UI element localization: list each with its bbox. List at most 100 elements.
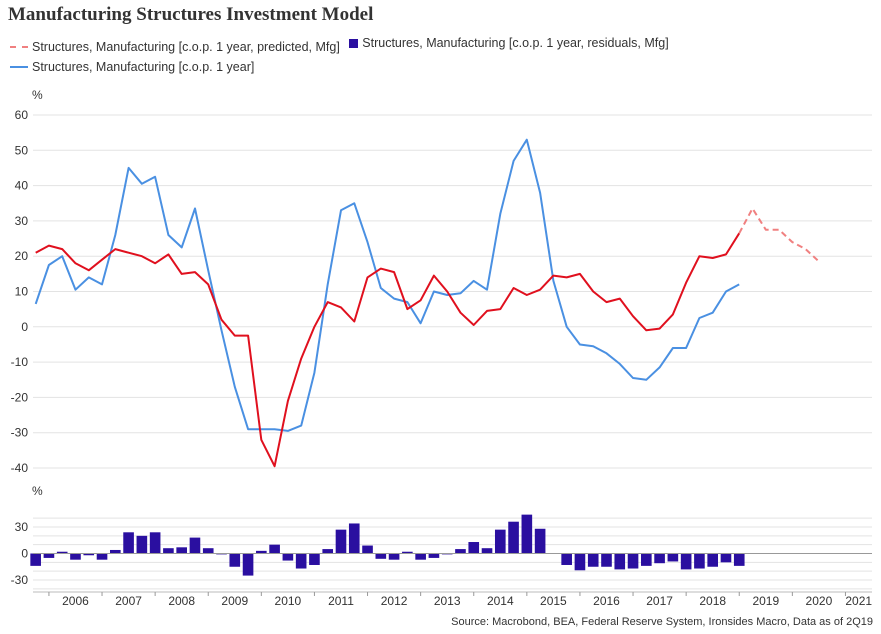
x-tick-label: 2018 [699, 594, 726, 608]
residual-bar [269, 544, 280, 554]
residual-bar [123, 532, 134, 554]
x-tick-label: 2007 [115, 594, 142, 608]
residual-bar [680, 553, 692, 570]
x-tick-label: 2008 [168, 594, 195, 608]
y-tick-label: 0 [21, 320, 28, 334]
residual-bar [468, 542, 480, 554]
residual-bar [428, 553, 440, 558]
residual-bar [189, 537, 201, 554]
residual-bar [322, 549, 334, 554]
x-tick-label: 2013 [434, 594, 461, 608]
residual-bar [136, 535, 148, 554]
x-tick-label: 2021 [845, 594, 872, 608]
y-tick-label: 60 [15, 108, 29, 122]
legend-label-predicted: Structures, Manufacturing [c.o.p. 1 year… [32, 39, 340, 54]
x-tick-label: 2015 [540, 594, 567, 608]
residual-bar [348, 523, 360, 554]
residual-bar [508, 521, 519, 554]
top-y-unit: % [32, 88, 43, 102]
legend-item-actual[interactable]: Structures, Manufacturing [c.o.p. 1 year… [10, 60, 254, 74]
residual-bar [282, 553, 294, 561]
residual-bar [402, 551, 413, 554]
residual-bar [96, 553, 108, 560]
residual-bar [83, 553, 95, 556]
residual-bar [109, 549, 121, 554]
residual-bar [229, 553, 241, 567]
residual-bar [242, 553, 254, 576]
x-tick-label: 2016 [593, 594, 620, 608]
x-tick-label: 2019 [752, 594, 779, 608]
y-tick-label: 30 [15, 520, 29, 534]
x-tick-label: 2017 [646, 594, 673, 608]
y-tick-label: 40 [15, 179, 29, 193]
source-note: Source: Macrobond, BEA, Federal Reserve … [451, 616, 873, 628]
legend-row-2: Structures, Manufacturing [c.o.p. 1 year… [10, 57, 260, 74]
legend-swatch-predicted [10, 45, 28, 48]
legend-swatch-residuals [349, 38, 359, 48]
residual-bar [521, 514, 533, 554]
legend-row-1: Structures, Manufacturing [c.o.p. 1 year… [10, 36, 675, 54]
y-tick-label: -40 [11, 461, 29, 475]
y-tick-label: 0 [21, 547, 28, 561]
x-tick-label: 2006 [62, 594, 89, 608]
series-line-predicted-forecast [738, 207, 820, 263]
residual-bar [494, 529, 506, 554]
residual-bar [455, 549, 466, 554]
series-line-actual [34, 138, 740, 432]
residual-bar [694, 553, 705, 569]
residual-bar [30, 553, 41, 566]
residual-bar [627, 553, 639, 569]
residual-bar [561, 553, 572, 565]
y-tick-label: 20 [15, 249, 29, 263]
residual-bar [481, 548, 493, 554]
residual-bar [56, 551, 68, 554]
residual-bar [176, 547, 187, 554]
y-tick-label: 30 [15, 214, 29, 228]
x-tick-label: 2014 [487, 594, 514, 608]
residual-bar [654, 553, 665, 564]
legend-swatch-actual [10, 66, 28, 68]
x-tick-label: 2010 [275, 594, 302, 608]
residual-bar [388, 553, 400, 560]
x-tick-label: 2012 [381, 594, 408, 608]
bottom-y-unit: % [32, 484, 43, 498]
residual-bar [614, 553, 626, 570]
residual-bar [375, 553, 387, 559]
legend-item-residuals[interactable]: Structures, Manufacturing [c.o.p. 1 year… [349, 36, 669, 50]
residual-bar [362, 545, 373, 554]
chart-title: Manufacturing Structures Investment Mode… [8, 4, 374, 25]
residual-bar [295, 553, 307, 569]
residual-bar [149, 532, 161, 554]
residual-bar [415, 553, 426, 560]
residual-bar [587, 553, 599, 567]
y-tick-label: -20 [11, 390, 29, 404]
y-tick-label: -30 [11, 573, 29, 587]
x-tick-label: 2009 [221, 594, 248, 608]
series-line-predicted [35, 232, 741, 468]
x-tick-label: 2020 [806, 594, 833, 608]
residual-bar [667, 553, 679, 562]
residual-bar [601, 553, 612, 567]
legend-item-predicted[interactable]: Structures, Manufacturing [c.o.p. 1 year… [10, 40, 340, 54]
residual-bar [733, 553, 745, 566]
residual-bar [202, 548, 214, 554]
residual-bar [70, 553, 81, 560]
y-tick-label: 10 [15, 285, 29, 299]
residual-bar [574, 553, 586, 571]
residual-bar [163, 548, 174, 554]
residual-bar [534, 528, 546, 554]
legend-label-residuals: Structures, Manufacturing [c.o.p. 1 year… [362, 36, 669, 50]
x-tick-label: 2011 [328, 594, 354, 608]
residual-bar [641, 553, 652, 566]
y-tick-label: 50 [15, 143, 29, 157]
y-tick-label: -10 [11, 355, 29, 369]
y-tick-label: -30 [11, 426, 29, 440]
residual-bar [256, 550, 267, 554]
legend-label-actual: Structures, Manufacturing [c.o.p. 1 year… [32, 60, 255, 74]
residual-bar [335, 529, 347, 554]
residual-bar [309, 553, 320, 565]
residual-bar [720, 553, 732, 563]
residual-bar [43, 553, 55, 558]
residual-bar [707, 553, 719, 567]
